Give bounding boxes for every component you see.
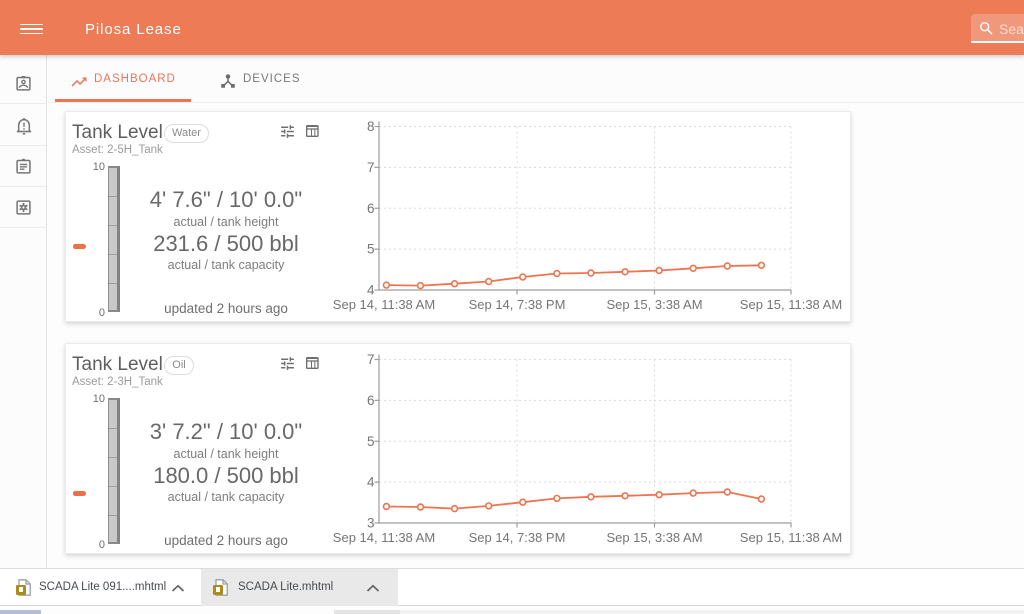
- svg-text:Sep 14, 11:38 AM: Sep 14, 11:38 AM: [333, 297, 435, 312]
- svg-text:4: 4: [367, 475, 375, 490]
- svg-text:Sep 15, 11:38 AM: Sep 15, 11:38 AM: [740, 297, 842, 312]
- svg-text:Sep 15, 11:38 AM: Sep 15, 11:38 AM: [740, 530, 842, 545]
- svg-text:6: 6: [367, 393, 375, 408]
- svg-text:Sep 15, 3:38 AM: Sep 15, 3:38 AM: [606, 297, 702, 312]
- svg-text:4: 4: [367, 283, 375, 298]
- svg-text:8: 8: [367, 119, 375, 134]
- svg-text:Sep 14, 7:38 PM: Sep 14, 7:38 PM: [469, 530, 566, 545]
- svg-text:7: 7: [367, 160, 375, 175]
- svg-text:5: 5: [367, 242, 375, 257]
- svg-text:7: 7: [367, 352, 375, 367]
- svg-text:5: 5: [367, 434, 375, 449]
- svg-text:Sep 15, 3:38 AM: Sep 15, 3:38 AM: [606, 530, 702, 545]
- svg-text:6: 6: [367, 201, 375, 216]
- svg-text:3: 3: [367, 516, 375, 531]
- svg-text:Sep 14, 11:38 AM: Sep 14, 11:38 AM: [333, 530, 435, 545]
- svg-text:Sep 14, 7:38 PM: Sep 14, 7:38 PM: [469, 297, 566, 312]
